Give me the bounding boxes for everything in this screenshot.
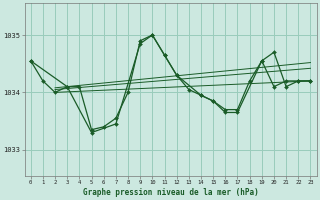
X-axis label: Graphe pression niveau de la mer (hPa): Graphe pression niveau de la mer (hPa) — [83, 188, 259, 197]
